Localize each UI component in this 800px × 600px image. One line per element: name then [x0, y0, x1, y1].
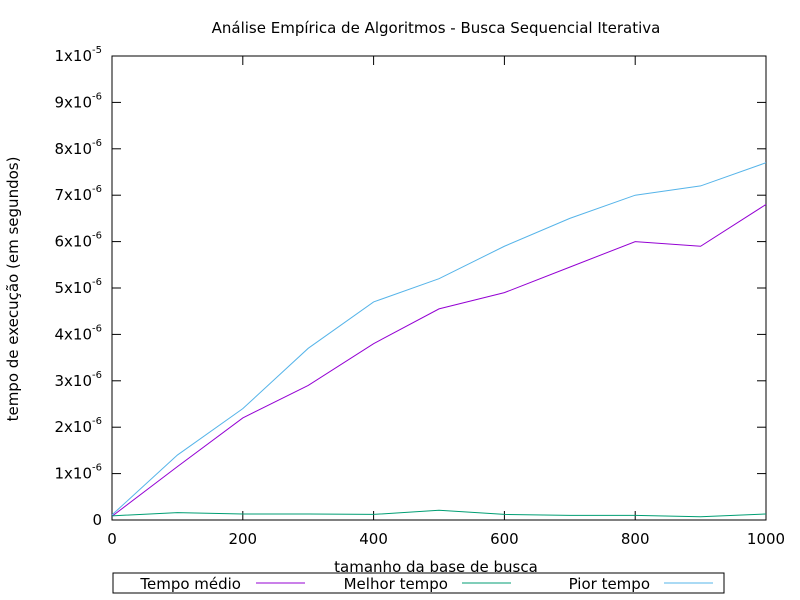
y-tick-exponent: -6 [92, 463, 102, 474]
series-line-0 [111, 204, 767, 517]
y-tick-label: 1x10-6 [55, 463, 103, 483]
legend-label-1: Melhor tempo [344, 575, 448, 593]
y-tick-exponent: -6 [92, 370, 102, 381]
y-tick-exponent: -6 [92, 91, 102, 102]
y-tick-exponent: -6 [92, 277, 102, 288]
y-tick-exponent: -6 [92, 416, 102, 427]
y-tick-exponent: -6 [92, 323, 102, 334]
x-tick-label: 400 [359, 530, 388, 548]
x-tick-label: 1000 [747, 530, 785, 548]
axes: 0 200 400 600 800 100001x10-62x10-63x10-64x10… [55, 45, 786, 548]
x-tick-label: 600 [490, 530, 519, 548]
y-tick-mantissa: 1x10 [55, 47, 93, 65]
series-line-1 [111, 509, 767, 518]
legend: Tempo médio Melhor tempo Pior tempo [112, 572, 725, 594]
y-tick-mantissa: 2x10 [55, 418, 93, 436]
y-tick-mantissa: 9x10 [55, 93, 93, 111]
y-tick-label: 6x10-6 [55, 231, 103, 251]
y-tick-label: 3x10-6 [55, 370, 103, 390]
y-tick-mantissa: 1x10 [55, 465, 93, 483]
y-tick-exponent: -5 [92, 45, 102, 56]
y-tick-mantissa: 5x10 [55, 279, 93, 297]
legend-label-2: Pior tempo [569, 575, 650, 593]
y-axis-label: tempo de execução (em segundos) [4, 157, 22, 422]
x-tick-label: 800 [621, 530, 650, 548]
x-tick-label: 200 [228, 530, 257, 548]
y-tick-mantissa: 7x10 [55, 186, 93, 204]
y-tick-exponent: -6 [92, 231, 102, 242]
legend-box [112, 572, 725, 594]
y-tick-exponent: -6 [92, 184, 102, 195]
y-tick-label: 4x10-6 [55, 323, 103, 343]
y-tick-label: 7x10-6 [55, 184, 103, 204]
y-tick-mantissa: 3x10 [55, 372, 93, 390]
x-tick-label: 0 [107, 530, 117, 548]
y-tick-label: 1x10-5 [55, 45, 103, 65]
y-tick-mantissa: 0 [92, 511, 102, 529]
y-tick-label: 0 [92, 511, 102, 529]
y-tick-label: 8x10-6 [55, 138, 103, 158]
series-line-2 [111, 162, 767, 516]
y-tick-label: 5x10-6 [55, 277, 103, 297]
y-tick-exponent: -6 [92, 138, 102, 149]
y-tick-mantissa: 8x10 [55, 140, 93, 158]
y-tick-label: 2x10-6 [55, 416, 103, 436]
x-axis-label: tamanho da base de busca [334, 558, 538, 576]
y-tick-mantissa: 4x10 [55, 325, 93, 343]
chart-title: Análise Empírica de Algoritmos - Busca S… [212, 19, 661, 37]
series-lines [111, 162, 767, 518]
y-tick-label: 9x10-6 [55, 91, 103, 111]
plot-frame [111, 55, 767, 521]
legend-label-0: Tempo médio [139, 575, 241, 593]
y-tick-mantissa: 6x10 [55, 233, 93, 251]
